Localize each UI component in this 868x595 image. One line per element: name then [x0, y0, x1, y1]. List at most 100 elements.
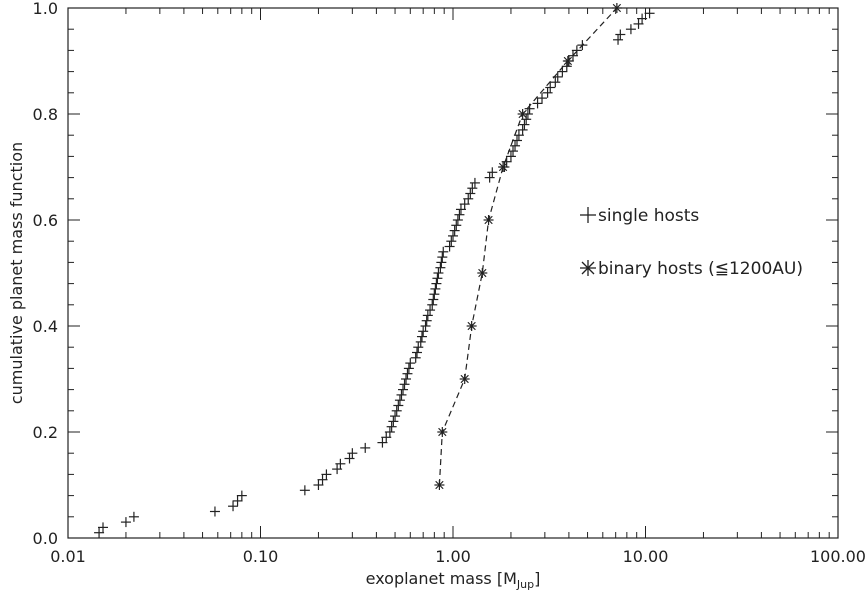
single-host-point	[228, 501, 239, 512]
single-host-point	[415, 336, 426, 347]
single-host-point	[396, 389, 407, 400]
single-host-point	[420, 321, 431, 331]
single-host-point	[377, 437, 388, 448]
single-host-point	[232, 495, 243, 506]
y-axis-label: cumulative planet mass function	[7, 142, 26, 404]
single-host-point	[542, 87, 553, 98]
y-tick-label: 0.4	[33, 317, 58, 336]
legend-plus-marker-icon	[580, 207, 596, 223]
single-host-point	[571, 45, 582, 56]
single-host-point	[209, 506, 220, 517]
legend-label-single-hosts: single hosts	[598, 206, 699, 226]
single-host-point	[401, 374, 412, 384]
single-host-point	[120, 517, 131, 528]
single-host-point	[432, 273, 443, 284]
single-host-point	[459, 199, 470, 210]
single-host-point	[510, 140, 521, 151]
single-host-point	[484, 172, 495, 183]
legend-entry-single-hosts: single hosts	[580, 206, 699, 226]
y-tick-label: 0.0	[33, 529, 58, 548]
binary-host-point	[466, 321, 477, 331]
single-host-point	[431, 278, 442, 289]
single-host-point	[418, 326, 429, 337]
single-host-point	[467, 183, 478, 194]
single-host-point	[335, 458, 346, 469]
single-host-point	[299, 485, 310, 496]
single-host-point	[532, 98, 543, 109]
single-host-point	[321, 469, 332, 480]
series-layer	[94, 3, 655, 538]
single-host-point	[449, 225, 460, 236]
single-host-point	[344, 453, 355, 464]
legend-label-binary-hosts: binary hosts (≦1200AU)	[598, 259, 803, 279]
binary-host-point	[562, 56, 573, 66]
single-host-point	[360, 442, 371, 453]
single-host-point	[429, 289, 440, 300]
single-host-point	[436, 257, 447, 268]
single-host-point	[550, 77, 561, 88]
single-host-point	[567, 50, 578, 61]
single-host-point	[513, 130, 524, 141]
x-axis-ticks: 0.01 0.10 1.00 10.00 100.00	[50, 8, 866, 566]
single-host-point	[633, 18, 644, 29]
binary-host-point	[437, 427, 448, 437]
series-single-hosts	[94, 8, 655, 538]
single-host-point	[236, 490, 247, 501]
y-tick-label: 0.6	[33, 211, 58, 230]
single-host-point	[332, 464, 343, 475]
single-host-point	[437, 252, 448, 263]
single-host-point	[410, 352, 421, 363]
single-host-point	[487, 167, 498, 178]
binary-host-point	[483, 215, 494, 225]
binary-hosts-dashed-line	[438, 7, 618, 486]
x-tick-label: 10.00	[623, 547, 669, 566]
single-host-point	[421, 315, 432, 326]
single-host-point	[422, 310, 433, 321]
single-host-point	[469, 177, 480, 188]
single-host-point	[433, 268, 444, 278]
single-host-point	[435, 262, 446, 273]
y-axis-ticks: 0.0 0.2 0.4 0.6 0.8 1.0	[33, 0, 838, 548]
binary-host-point	[459, 374, 470, 384]
y-tick-label: 0.2	[33, 423, 58, 442]
x-axis-label: exoplanet mass [MJup]	[366, 569, 541, 591]
single-host-point	[390, 411, 401, 422]
single-host-point	[519, 119, 530, 130]
single-host-point	[391, 405, 402, 416]
single-host-point	[402, 368, 413, 379]
single-host-point	[428, 294, 439, 305]
single-host-point	[505, 151, 516, 162]
series-binary-hosts	[434, 3, 622, 490]
single-host-point	[463, 193, 474, 204]
x-tick-label: 1.00	[435, 547, 471, 566]
single-host-point	[384, 427, 395, 437]
single-host-point	[613, 34, 624, 45]
single-host-point	[405, 358, 416, 369]
single-host-point	[94, 527, 105, 538]
x-axis-label-subscript: Jup	[516, 578, 534, 591]
single-host-point	[625, 24, 636, 35]
single-host-point	[430, 283, 441, 294]
legend-asterisk-marker-icon	[580, 260, 596, 276]
legend-entry-binary-hosts: binary hosts (≦1200AU)	[580, 259, 803, 279]
single-host-point	[537, 93, 548, 104]
single-host-point	[399, 379, 410, 390]
single-host-point	[394, 395, 405, 406]
single-host-point	[398, 384, 409, 395]
binary-host-point	[611, 3, 622, 13]
single-host-point	[393, 400, 404, 411]
single-host-point	[427, 299, 438, 310]
single-host-point	[416, 331, 427, 342]
single-host-point	[381, 432, 392, 443]
single-host-point	[386, 421, 397, 432]
single-host-point	[637, 13, 648, 24]
y-tick-label: 1.0	[33, 0, 58, 18]
single-host-point	[444, 241, 455, 252]
single-host-point	[454, 209, 465, 220]
single-host-point	[517, 124, 528, 135]
single-host-point	[451, 220, 462, 231]
y-tick-label: 0.8	[33, 105, 58, 124]
single-host-point	[615, 29, 626, 40]
single-host-point	[438, 246, 449, 257]
